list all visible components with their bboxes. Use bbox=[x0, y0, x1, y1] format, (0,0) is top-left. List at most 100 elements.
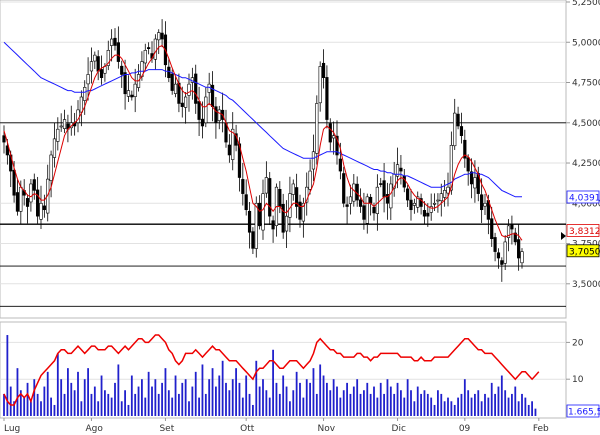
volume-bar bbox=[363, 390, 365, 416]
candle-body bbox=[345, 204, 349, 207]
candle-body bbox=[284, 215, 289, 232]
candle-body bbox=[157, 32, 161, 41]
volume-bar bbox=[278, 393, 281, 416]
candle-body bbox=[466, 157, 470, 172]
candle-body bbox=[520, 251, 524, 264]
candle-body bbox=[385, 194, 390, 204]
candle-body bbox=[261, 193, 265, 231]
volume-bar bbox=[70, 382, 73, 416]
volume-bar bbox=[477, 390, 480, 416]
candle-body bbox=[25, 198, 30, 207]
volume-bar bbox=[484, 393, 486, 416]
volume-average-line bbox=[3, 334, 540, 406]
volume-bar bbox=[215, 386, 217, 416]
volume-bar bbox=[80, 401, 83, 416]
volume-bar bbox=[114, 382, 116, 416]
volume-bar bbox=[346, 382, 348, 416]
volume-bar bbox=[56, 353, 59, 416]
candle-body bbox=[399, 167, 403, 172]
candle-body bbox=[301, 202, 305, 222]
volume-bar bbox=[77, 371, 79, 416]
candle-body bbox=[483, 202, 487, 207]
volume-bar bbox=[373, 386, 375, 416]
candle-body bbox=[110, 38, 114, 46]
volume-bar bbox=[379, 382, 382, 416]
volume-bar bbox=[437, 390, 439, 416]
candle-body bbox=[480, 194, 484, 211]
volume-bar bbox=[514, 386, 517, 416]
volume-bar bbox=[460, 393, 463, 416]
candle-body bbox=[426, 212, 430, 217]
volume-bar bbox=[527, 404, 530, 416]
volume-bar bbox=[531, 401, 533, 416]
volume-bar bbox=[90, 393, 93, 416]
volume-bar bbox=[63, 393, 66, 416]
volume-bar bbox=[198, 397, 200, 416]
candle-body bbox=[449, 145, 453, 191]
volume-bar bbox=[474, 393, 476, 416]
candle-body bbox=[436, 199, 440, 202]
candle-body bbox=[422, 210, 427, 217]
volume-bar bbox=[238, 382, 241, 416]
price-tick-label: 5,2500 bbox=[572, 0, 600, 8]
candle-body bbox=[52, 138, 57, 158]
candle-body bbox=[268, 178, 272, 217]
candle-body bbox=[517, 239, 521, 259]
volume-bar bbox=[457, 397, 459, 416]
volume-bar bbox=[208, 379, 211, 416]
volume-bar bbox=[171, 397, 174, 416]
volume-bar bbox=[87, 368, 89, 416]
volume-bar bbox=[342, 390, 345, 416]
volume-bar bbox=[154, 379, 157, 416]
volume-bars bbox=[3, 335, 537, 416]
volume-bar bbox=[188, 401, 190, 416]
candle-body bbox=[133, 83, 137, 97]
candle-body bbox=[99, 69, 104, 78]
candle-body bbox=[446, 186, 450, 194]
candle-body bbox=[493, 237, 497, 252]
candle-body bbox=[258, 202, 262, 227]
volume-bar bbox=[134, 393, 137, 416]
candle-body bbox=[56, 128, 60, 142]
volume-bar bbox=[191, 386, 194, 416]
candle-body bbox=[271, 220, 275, 230]
candle-body bbox=[332, 135, 336, 139]
volume-bar bbox=[252, 404, 254, 416]
volume-bar bbox=[329, 390, 332, 416]
volume-bar bbox=[376, 397, 379, 416]
volume-bar bbox=[423, 390, 426, 416]
volume-bar bbox=[282, 375, 285, 416]
price-badge-box bbox=[566, 190, 600, 204]
candle-body bbox=[36, 189, 40, 217]
volume-bar bbox=[241, 397, 244, 416]
volume-bar bbox=[157, 393, 160, 416]
candle-body bbox=[116, 42, 120, 62]
candle-body bbox=[204, 96, 208, 124]
price-tick-label: 4,5000 bbox=[572, 119, 600, 129]
candle-body bbox=[416, 196, 420, 208]
volume-bar bbox=[349, 393, 352, 416]
volume-bar bbox=[322, 375, 325, 416]
volume-bar bbox=[305, 379, 308, 416]
volume-bar bbox=[167, 390, 170, 416]
volume-bar bbox=[255, 360, 258, 416]
volume-bar bbox=[164, 368, 167, 416]
volume-bar bbox=[46, 371, 49, 416]
volume-bar bbox=[221, 360, 224, 416]
volume-bar bbox=[262, 379, 264, 416]
volume-bar bbox=[521, 393, 523, 416]
price-tick-label: 5,0000 bbox=[572, 38, 600, 48]
candle-body bbox=[315, 103, 319, 154]
candle-body bbox=[93, 54, 97, 62]
volume-bar bbox=[406, 379, 409, 416]
candle-body bbox=[106, 50, 110, 66]
candle-body bbox=[197, 101, 201, 120]
price-badge-label: 3,8312 bbox=[569, 227, 600, 237]
volume-bar bbox=[413, 401, 416, 416]
price-tick-label: 4,2500 bbox=[572, 159, 600, 169]
candle-body bbox=[86, 74, 90, 85]
candle-body bbox=[382, 180, 386, 198]
volume-bar bbox=[352, 386, 355, 416]
volume-bar bbox=[497, 386, 500, 416]
